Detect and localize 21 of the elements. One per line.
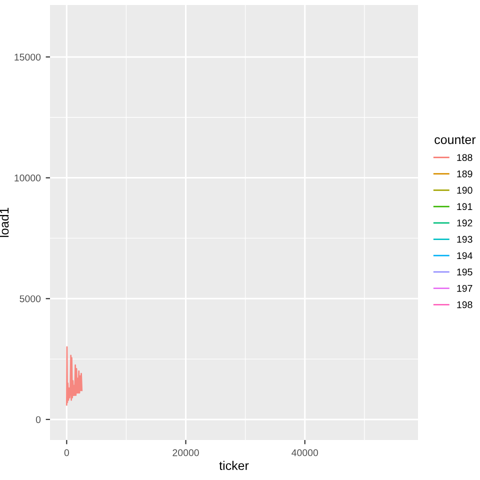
legend-label: 190 — [457, 186, 472, 194]
legend-label: 195 — [457, 268, 472, 276]
y-tick-label: 0 — [36, 416, 41, 424]
legend-label: 188 — [457, 154, 472, 161]
x-axis-title: ticker — [219, 460, 249, 470]
y-tick-label: 10000 — [14, 174, 41, 182]
legend-title: counter — [434, 136, 476, 144]
legend-label: 194 — [457, 252, 472, 260]
x-tick-label: 20000 — [172, 449, 199, 456]
x-tick-label: 0 — [64, 449, 69, 456]
legend-label: 193 — [457, 236, 472, 243]
legend-label: 189 — [457, 170, 472, 178]
y-tick-label: 5000 — [20, 295, 41, 302]
legend-label: 191 — [457, 203, 472, 210]
x-tick-label: 40000 — [292, 449, 318, 456]
line-series — [66, 346, 83, 406]
legend-label: 198 — [457, 301, 472, 308]
legend-label: 192 — [457, 220, 472, 226]
y-tick-label: 15000 — [14, 54, 41, 61]
legend-label: 197 — [457, 284, 472, 292]
y-axis-title: load1 — [0, 208, 9, 237]
